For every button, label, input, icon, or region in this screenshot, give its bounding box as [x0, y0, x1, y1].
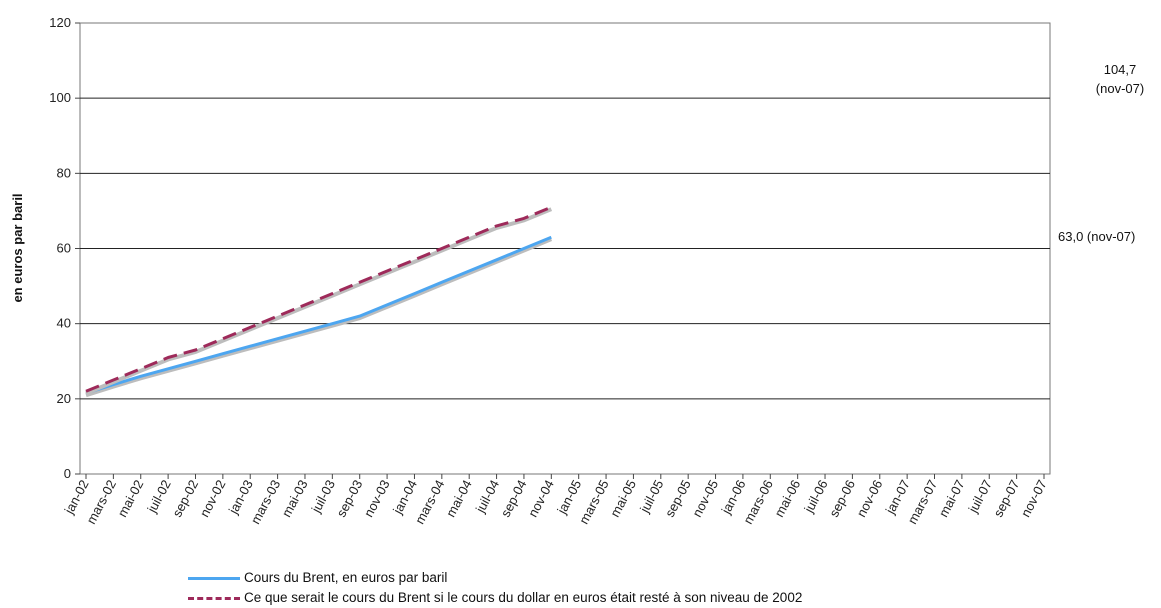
- y-tick-label: 40: [57, 316, 71, 331]
- x-tick-label: mai-04: [443, 477, 475, 519]
- y-tick-label: 120: [49, 15, 71, 30]
- chart: 0 20 40 60 80 100 120 jan-02mars-02mai-02juil-…: [10, 15, 1144, 527]
- x-tick-label: juil-06: [801, 477, 831, 516]
- annotation-dashed-date: (nov-07): [1096, 81, 1144, 96]
- legend-item-constant-dollar: Ce que serait le cours du Brent si le co…: [188, 588, 802, 608]
- x-tick-label: nov-02: [197, 477, 229, 519]
- x-tick-label: mai-07: [936, 477, 968, 519]
- x-tick-label: nov-05: [689, 477, 721, 519]
- y-axis-ticks: 0 20 40 60 80 100 120: [49, 15, 80, 481]
- legend: Cours du Brent, en euros par baril Ce qu…: [188, 568, 802, 608]
- x-axis-ticks: jan-02mars-02mai-02juil-02sep-02nov-02ja…: [61, 474, 1050, 527]
- y-tick-label: 0: [64, 466, 71, 481]
- series-shadow-1: [85, 207, 553, 396]
- x-tick-label: mai-06: [771, 477, 803, 519]
- x-tick-label: nov-04: [525, 477, 557, 519]
- x-tick-label: mai-05: [607, 477, 639, 519]
- annotation-solid: 63,0 (nov-07): [1058, 229, 1135, 244]
- x-tick-label: nov-06: [854, 477, 886, 519]
- x-tick-label: mai-03: [279, 477, 311, 519]
- y-tick-label: 60: [57, 241, 71, 256]
- series-shadow-0: [85, 237, 553, 398]
- legend-label-constant-dollar: Ce que serait le cours du Brent si le co…: [244, 590, 803, 605]
- legend-swatch-dashed: [188, 596, 240, 600]
- y-tick-label: 100: [49, 90, 71, 105]
- x-tick-label: juil-03: [308, 477, 338, 516]
- annotation-dashed-value: 104,7: [1104, 62, 1137, 77]
- x-tick-label: juil-07: [965, 477, 995, 516]
- x-tick-label: nov-03: [361, 477, 393, 519]
- legend-swatch-solid: [188, 576, 240, 580]
- series-lines: [85, 205, 553, 398]
- x-tick-label: mai-02: [114, 477, 146, 519]
- y-axis-label: en euros par baril: [10, 193, 25, 302]
- y-tick-label: 80: [57, 165, 71, 180]
- x-tick-label: juil-02: [144, 477, 174, 516]
- legend-label-brent: Cours du Brent, en euros par baril: [244, 570, 448, 585]
- series-line-brent: [85, 235, 552, 395]
- legend-item-brent: Cours du Brent, en euros par baril: [188, 568, 802, 588]
- x-tick-label: nov-07: [1018, 477, 1050, 519]
- x-tick-label: juil-05: [636, 477, 666, 516]
- gridlines: [79, 22, 1051, 475]
- x-tick-label: juil-04: [472, 477, 502, 516]
- y-tick-label: 20: [57, 391, 71, 406]
